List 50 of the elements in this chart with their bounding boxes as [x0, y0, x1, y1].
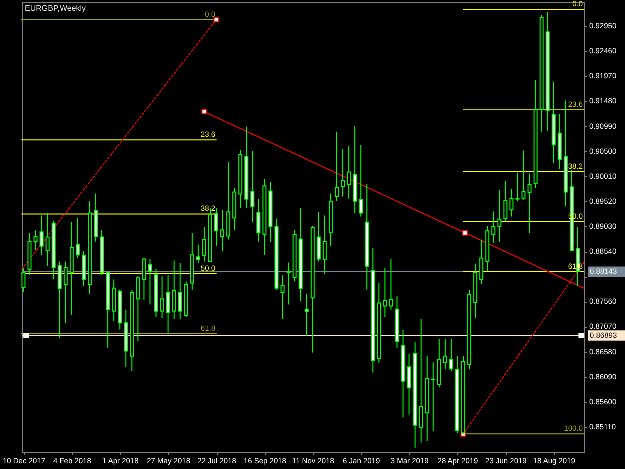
candlestick	[304, 293, 309, 336]
candlestick	[76, 218, 80, 259]
candlestick	[383, 267, 388, 318]
point	[462, 230, 468, 236]
candlestick	[528, 173, 532, 234]
candlestick	[166, 274, 170, 334]
candlestick	[419, 318, 424, 444]
candlestick	[516, 172, 520, 202]
point	[214, 17, 220, 23]
candlestick	[172, 260, 176, 320]
candlestick	[341, 148, 346, 198]
candlestick	[46, 212, 50, 267]
candlestick	[389, 258, 394, 310]
candlestick	[202, 227, 206, 262]
candlestick	[196, 244, 200, 264]
candlestick	[214, 208, 219, 247]
candlestick	[280, 275, 285, 320]
candlestick	[334, 131, 339, 202]
candlestick	[34, 230, 38, 251]
chart-title: EURGBP,Weekly	[25, 4, 86, 13]
candlestick	[112, 279, 116, 322]
candlestick	[449, 339, 454, 372]
candlestick	[359, 144, 364, 218]
candlestick	[480, 239, 484, 285]
candlestick	[443, 338, 448, 370]
candlestick	[178, 262, 182, 320]
candlestick	[148, 258, 152, 306]
candlestick	[58, 261, 62, 338]
candlestick	[220, 210, 225, 252]
candlestick	[160, 276, 164, 319]
point	[24, 333, 30, 339]
candlestick	[40, 215, 44, 256]
candlestick	[64, 261, 68, 324]
candlestick	[347, 146, 352, 200]
candlestick	[407, 353, 412, 416]
point	[202, 109, 208, 115]
candlestick	[522, 150, 526, 200]
candlestick	[136, 276, 140, 342]
candlestick	[322, 215, 327, 275]
candlestick	[316, 212, 321, 262]
candlestick	[510, 188, 514, 218]
candlestick	[256, 198, 261, 242]
point	[578, 333, 584, 339]
candlestick	[286, 262, 291, 306]
candlestick	[492, 211, 496, 244]
candlestick	[504, 180, 508, 222]
candlestick	[498, 190, 502, 243]
candlestick	[142, 258, 146, 301]
candlestick	[250, 150, 255, 223]
candlestick	[431, 362, 436, 432]
